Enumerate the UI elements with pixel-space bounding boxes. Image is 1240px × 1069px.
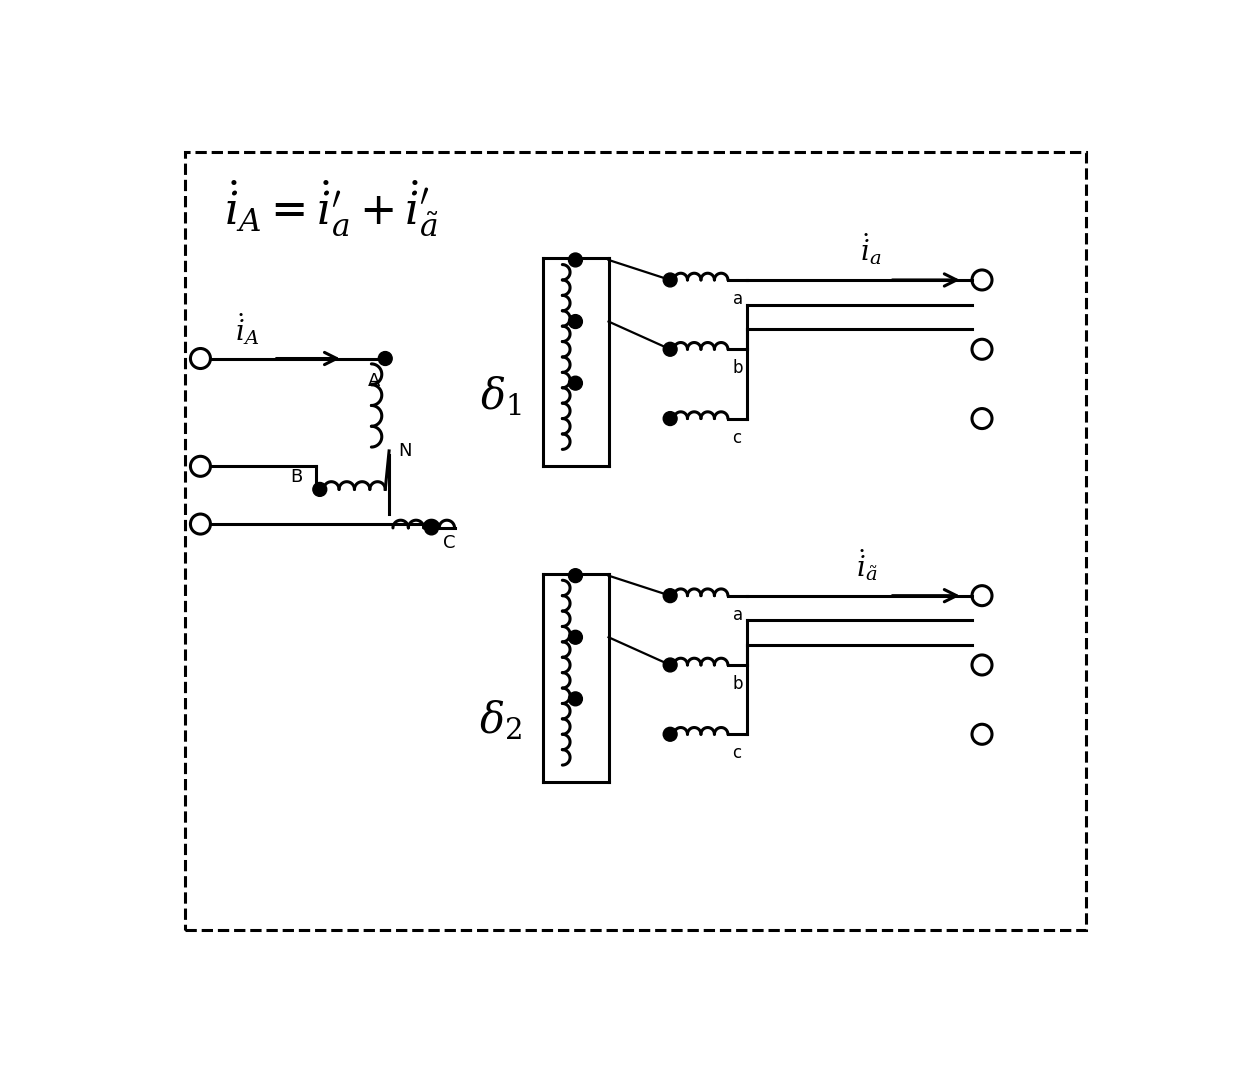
Text: $\delta_2$: $\delta_2$ [480, 699, 522, 742]
Circle shape [663, 589, 677, 603]
Text: b: b [733, 359, 743, 377]
Circle shape [568, 314, 583, 328]
Text: $\dot{i}_A$: $\dot{i}_A$ [234, 311, 259, 347]
Text: N: N [398, 441, 412, 460]
Text: C: C [443, 534, 455, 552]
Text: A: A [367, 372, 379, 390]
Text: $\dot{i}_A = \dot{i}_a^{\prime} + \dot{i}_{\tilde{a}}^{\prime}$: $\dot{i}_A = \dot{i}_a^{\prime} + \dot{i… [223, 179, 438, 238]
Circle shape [312, 482, 326, 496]
Circle shape [568, 376, 583, 390]
Text: $\dot{i}_a$: $\dot{i}_a$ [859, 231, 882, 267]
Circle shape [663, 412, 677, 425]
Text: a: a [733, 290, 743, 308]
Circle shape [424, 521, 439, 534]
Text: $\delta_1$: $\delta_1$ [480, 375, 522, 419]
Circle shape [663, 342, 677, 356]
Text: B: B [290, 467, 303, 485]
Text: c: c [733, 744, 742, 762]
Circle shape [568, 253, 583, 267]
Circle shape [663, 273, 677, 286]
Text: $\dot{i}_{\tilde{a}}$: $\dot{i}_{\tilde{a}}$ [856, 547, 877, 583]
Circle shape [663, 659, 677, 672]
Circle shape [568, 569, 583, 583]
Text: c: c [733, 429, 742, 447]
Circle shape [663, 727, 677, 741]
Circle shape [568, 692, 583, 706]
Text: b: b [733, 675, 743, 693]
Circle shape [378, 352, 392, 366]
Text: a: a [733, 606, 743, 623]
Circle shape [568, 631, 583, 645]
